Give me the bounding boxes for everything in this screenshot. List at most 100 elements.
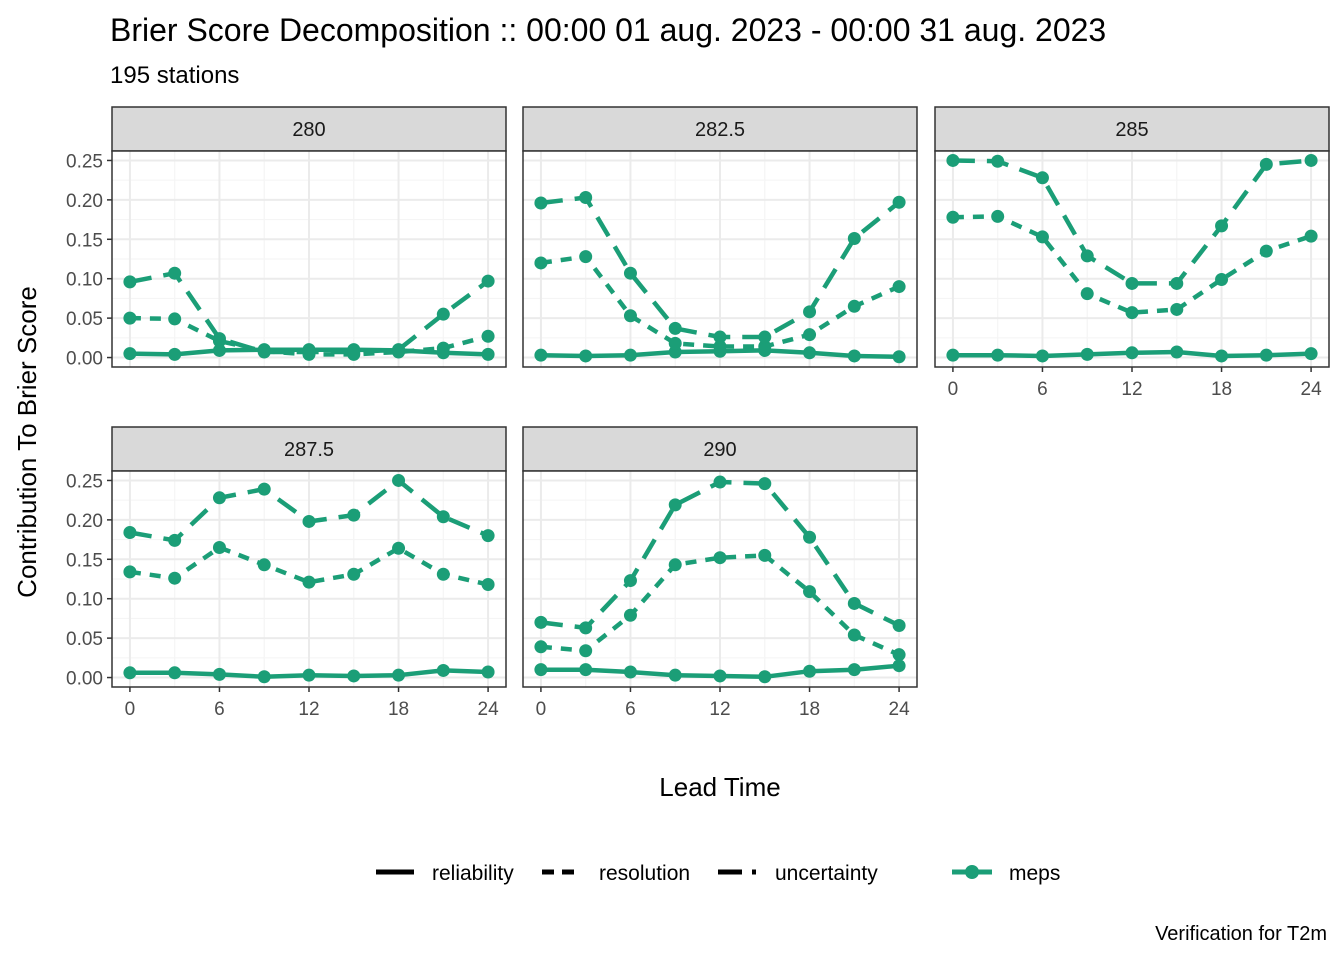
data-point-reliability bbox=[623, 348, 637, 362]
data-point-reliability bbox=[803, 664, 817, 678]
series-line-resolution bbox=[129, 545, 489, 587]
data-point-resolution bbox=[803, 585, 817, 599]
x-tick-label: 24 bbox=[1301, 379, 1323, 400]
data-point-reliability bbox=[392, 668, 406, 682]
data-point-resolution bbox=[579, 644, 593, 658]
data-point-uncertainty bbox=[534, 196, 548, 210]
data-point-resolution bbox=[1170, 302, 1184, 316]
data-point-resolution bbox=[668, 558, 682, 572]
data-point-reliability bbox=[481, 347, 495, 361]
data-point-resolution bbox=[623, 309, 637, 323]
data-point-resolution bbox=[436, 341, 450, 355]
data-point-uncertainty bbox=[1170, 276, 1184, 290]
data-point-reliability bbox=[347, 669, 361, 683]
data-point-uncertainty bbox=[481, 274, 495, 288]
data-point-uncertainty bbox=[534, 615, 548, 629]
x-tick-label: 12 bbox=[709, 699, 730, 720]
legend: reliability resolution uncertainty meps bbox=[376, 862, 1060, 885]
y-tick-label: 0.00 bbox=[66, 669, 103, 690]
x-tick-label: 12 bbox=[298, 699, 319, 720]
data-point-resolution bbox=[892, 648, 906, 662]
data-point-uncertainty bbox=[847, 596, 861, 610]
strip-label: 290 bbox=[703, 439, 736, 461]
data-point-resolution bbox=[803, 328, 817, 342]
facet-panel-290: 290 0 6 12 18 24 bbox=[522, 426, 918, 720]
facet-panel-285: 285 0 6 12 18 24 bbox=[934, 106, 1330, 400]
data-point-reliability bbox=[946, 348, 960, 362]
data-point-resolution bbox=[534, 640, 548, 654]
data-point-reliability bbox=[1125, 346, 1139, 360]
strip-background bbox=[934, 106, 1330, 152]
facet-panel-280: 280 0.00 0.05 0.10 0.15 0.20 0.25 bbox=[66, 106, 507, 370]
data-point-uncertainty bbox=[123, 275, 137, 289]
data-point-uncertainty bbox=[212, 491, 226, 505]
data-point-uncertainty bbox=[758, 477, 772, 491]
data-point-uncertainty bbox=[168, 533, 182, 547]
data-point-uncertainty bbox=[713, 330, 727, 344]
data-point-uncertainty bbox=[436, 510, 450, 524]
data-point-reliability bbox=[302, 668, 316, 682]
data-point-uncertainty bbox=[946, 153, 960, 167]
data-point-resolution bbox=[758, 340, 772, 354]
data-point-resolution bbox=[1080, 287, 1094, 301]
data-point-uncertainty bbox=[481, 529, 495, 543]
panel-border bbox=[111, 150, 507, 368]
strip-background bbox=[522, 426, 918, 472]
data-point-resolution bbox=[168, 571, 182, 585]
legend-label-resolution: resolution bbox=[599, 862, 690, 885]
data-point-reliability bbox=[1035, 349, 1049, 363]
data-point-reliability bbox=[803, 346, 817, 360]
data-point-resolution bbox=[436, 567, 450, 581]
x-tick-label: 12 bbox=[1121, 379, 1142, 400]
legend-key-meps-point bbox=[965, 865, 979, 879]
x-tick-label: 24 bbox=[478, 699, 500, 720]
x-tick-label: 6 bbox=[1037, 379, 1048, 400]
x-tick-label: 18 bbox=[799, 699, 820, 720]
data-point-reliability bbox=[991, 348, 1005, 362]
data-point-uncertainty bbox=[1035, 171, 1049, 185]
data-point-uncertainty bbox=[623, 574, 637, 588]
x-tick-label: 24 bbox=[889, 699, 911, 720]
data-point-reliability bbox=[623, 665, 637, 679]
data-point-uncertainty bbox=[302, 345, 316, 359]
data-point-uncertainty bbox=[623, 266, 637, 280]
data-point-resolution bbox=[847, 628, 861, 642]
x-tick-label: 0 bbox=[948, 379, 959, 400]
data-point-resolution bbox=[123, 311, 137, 325]
data-point-resolution bbox=[212, 540, 226, 554]
data-point-uncertainty bbox=[347, 345, 361, 359]
data-point-reliability bbox=[534, 348, 548, 362]
y-tick-label: 0.10 bbox=[66, 270, 103, 291]
y-tick-label: 0.20 bbox=[66, 191, 103, 212]
series-line-resolution bbox=[952, 214, 1312, 315]
data-point-reliability bbox=[1170, 345, 1184, 359]
data-point-uncertainty bbox=[436, 307, 450, 321]
y-axis-title: Contribution To Brier Score bbox=[12, 286, 42, 598]
data-point-uncertainty bbox=[579, 621, 593, 635]
legend-label-meps: meps bbox=[1009, 862, 1060, 885]
y-tick-label: 0.05 bbox=[66, 629, 103, 650]
data-point-resolution bbox=[713, 340, 727, 354]
data-point-resolution bbox=[347, 567, 361, 581]
data-point-resolution bbox=[847, 299, 861, 313]
data-point-uncertainty bbox=[892, 195, 906, 209]
data-point-resolution bbox=[946, 210, 960, 224]
data-point-reliability bbox=[123, 666, 137, 680]
data-point-reliability bbox=[534, 663, 548, 677]
data-point-resolution bbox=[579, 250, 593, 264]
data-point-uncertainty bbox=[668, 498, 682, 512]
data-point-uncertainty bbox=[1080, 249, 1094, 263]
data-point-uncertainty bbox=[803, 530, 817, 544]
data-point-uncertainty bbox=[392, 343, 406, 357]
data-point-reliability bbox=[668, 668, 682, 682]
data-point-resolution bbox=[892, 280, 906, 294]
data-point-uncertainty bbox=[257, 345, 271, 359]
strip-label: 282.5 bbox=[695, 119, 745, 141]
data-point-reliability bbox=[892, 350, 906, 364]
facet-panels: 280 0.00 0.05 0.10 0.15 0.20 0.25 282.5 285 0 6 12 1… bbox=[66, 106, 1330, 720]
data-point-resolution bbox=[713, 551, 727, 565]
data-point-resolution bbox=[302, 575, 316, 589]
data-point-reliability bbox=[758, 670, 772, 684]
data-point-uncertainty bbox=[347, 508, 361, 522]
